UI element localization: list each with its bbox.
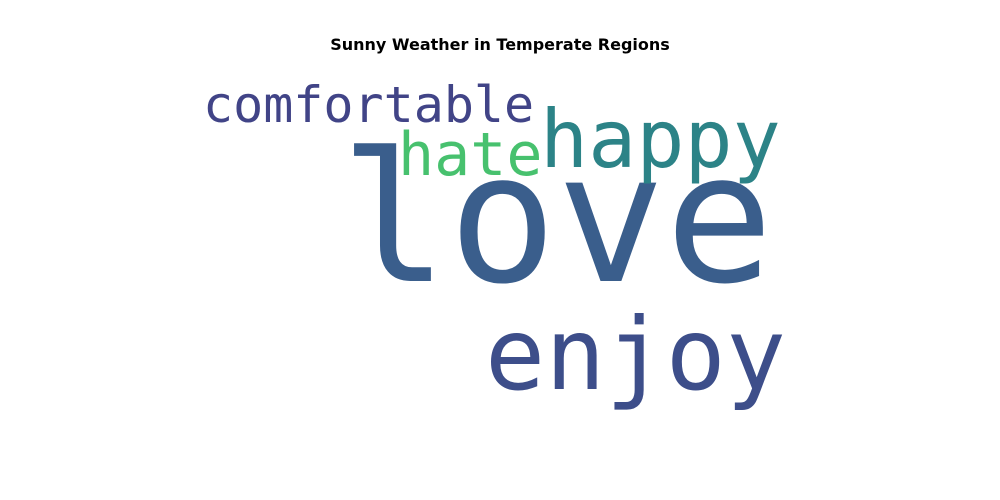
chart-title: Sunny Weather in Temperate Regions xyxy=(330,35,670,54)
word-comfortable: comfortable xyxy=(203,76,535,134)
word-enjoy: enjoy xyxy=(485,296,787,413)
word-love: love xyxy=(340,115,774,324)
word-hate: hate xyxy=(398,120,543,190)
word-happy: happy xyxy=(540,93,781,186)
